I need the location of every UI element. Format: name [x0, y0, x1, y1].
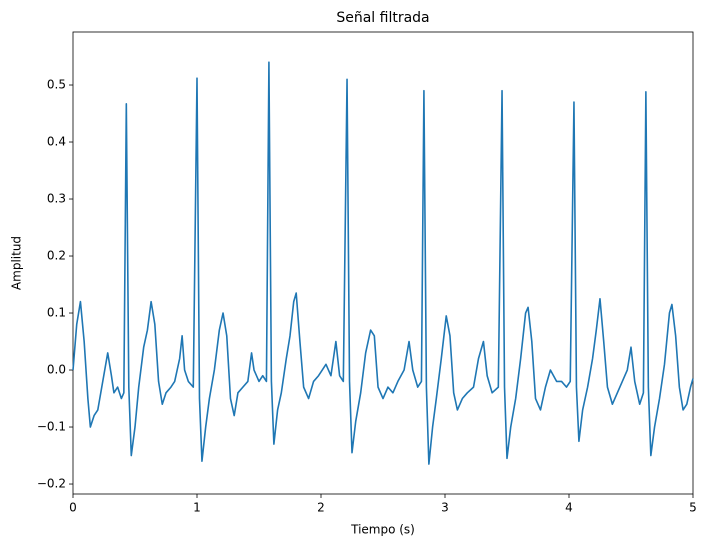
x-axis-label: Tiempo (s) — [350, 523, 415, 537]
x-tick-label: 3 — [441, 501, 449, 515]
x-tick-label: 4 — [565, 501, 573, 515]
y-axis-label: Amplitud — [10, 236, 24, 290]
y-tick-label: 0.0 — [47, 363, 66, 377]
x-tick-label: 0 — [69, 501, 77, 515]
signal-line — [72, 61, 694, 465]
y-tick-label: 0.1 — [47, 306, 66, 320]
y-tick-label: 0.5 — [47, 78, 66, 92]
y-tick-label: −0.1 — [37, 420, 66, 434]
x-tick-label: 2 — [317, 501, 325, 515]
y-tick-label: 0.3 — [47, 192, 66, 206]
y-tick-label: −0.2 — [37, 477, 66, 491]
chart-title: Señal filtrada — [336, 10, 429, 26]
x-tick-label: 5 — [689, 501, 697, 515]
x-tick-label: 1 — [193, 501, 201, 515]
plot-frame — [72, 31, 694, 495]
y-tick-label: 0.4 — [47, 135, 66, 149]
y-tick-label: 0.2 — [47, 249, 66, 263]
